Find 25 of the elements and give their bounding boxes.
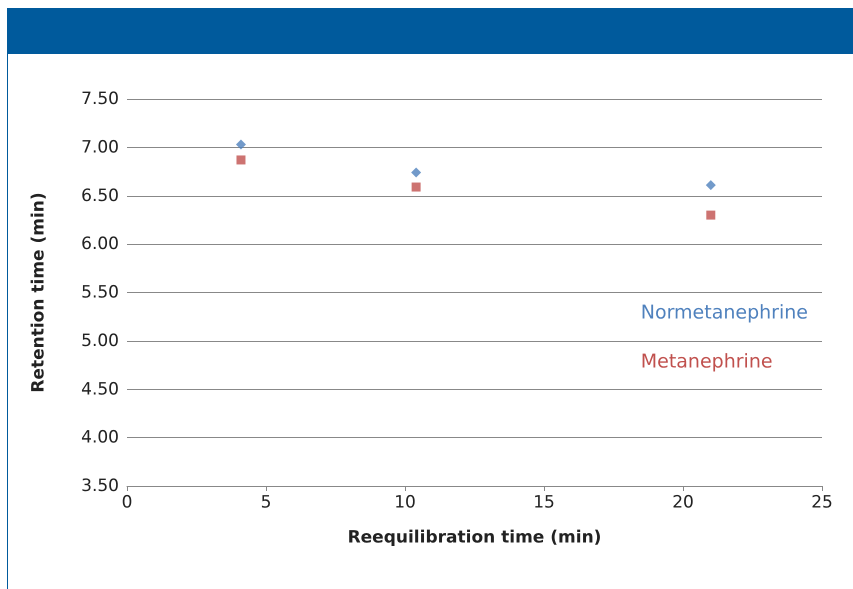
- x-tick-label: 5: [260, 492, 272, 512]
- point: [236, 155, 246, 164]
- x-tick-label: 25: [811, 492, 833, 512]
- y-tick-label: 6.50: [81, 186, 119, 206]
- text: Normetanephrine: [640, 302, 808, 324]
- x-tick-label: 10: [394, 492, 416, 512]
- y-tick-label: 5.00: [81, 330, 119, 351]
- point: [706, 180, 716, 190]
- y-tick-label: 5.50: [81, 282, 119, 302]
- point: [236, 139, 246, 150]
- point: [411, 168, 422, 178]
- text: Metanephrine: [640, 350, 773, 372]
- point: [706, 210, 716, 220]
- y-tick-label: 4.00: [81, 428, 119, 448]
- x-axis-title: Reequilibration time (min): [348, 528, 602, 548]
- y-tick-label: 3.50: [81, 476, 119, 496]
- y-axis-title: Retention time (min): [28, 192, 48, 393]
- x-tick-label: 15: [533, 492, 555, 512]
- y-tick-label: 7.50: [81, 89, 119, 109]
- y-tick-label: 6.00: [81, 234, 119, 254]
- y-tick-label: 7.00: [81, 137, 119, 158]
- point: [412, 182, 421, 192]
- y-tick-label: 4.50: [81, 379, 119, 400]
- x-tick-label: 0: [122, 492, 132, 512]
- x-tick-label: 20: [672, 492, 694, 512]
